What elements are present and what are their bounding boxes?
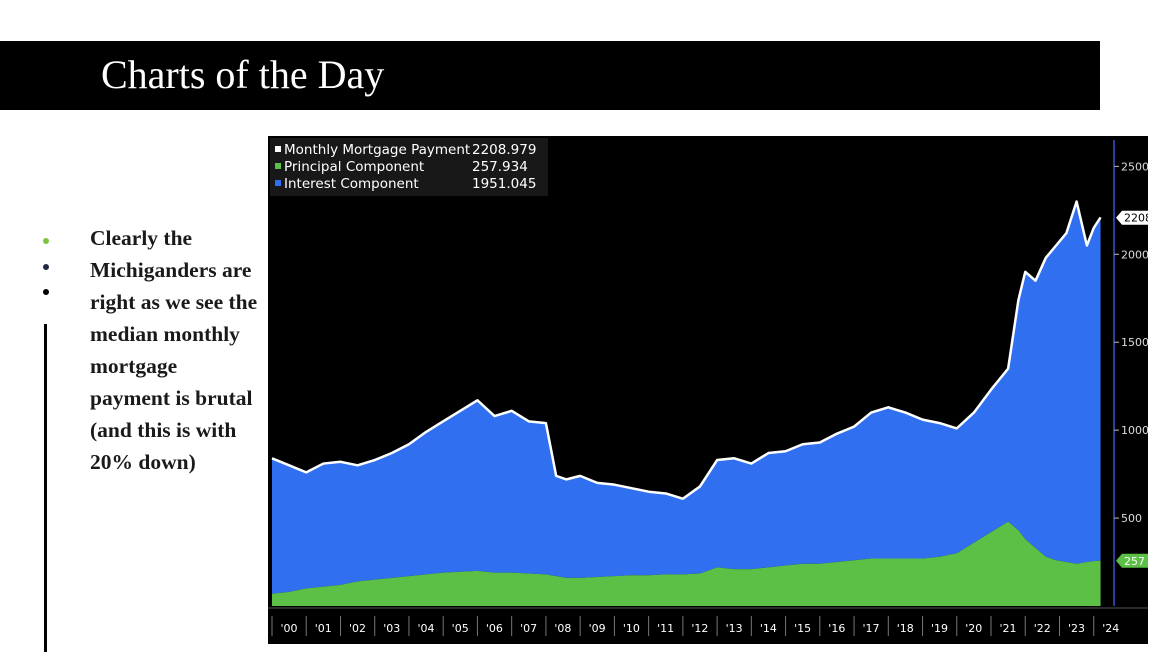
legend-swatch (275, 163, 281, 169)
x-tick-label: '10 (623, 622, 640, 635)
y-tick-label: 500 (1121, 512, 1142, 525)
y-tick-label: 2000 (1121, 248, 1148, 261)
x-axis-bar (268, 606, 1148, 644)
x-tick-label: '20 (965, 622, 982, 635)
legend-value: 1951.045 (472, 176, 536, 192)
x-tick-label: '16 (828, 622, 845, 635)
legend-label: Monthly Mortgage Payment (284, 142, 470, 158)
principal-value-tag (1116, 553, 1148, 568)
x-tick-label: '14 (760, 622, 777, 635)
bullet-dot-2 (43, 264, 49, 270)
y-tick-label: 1000 (1121, 424, 1148, 437)
x-tick-label: '13 (726, 622, 743, 635)
x-tick-label: '06 (486, 622, 503, 635)
chart-svg: '00 '01 '02 '03 '04 '05 '06 '07 '08 '09 '10 '11 '12 '… (268, 136, 1148, 644)
divider-line (44, 324, 47, 652)
total-value-tag (1116, 210, 1148, 225)
x-tick-label: '21 (999, 622, 1016, 635)
x-tick-label: '19 (931, 622, 948, 635)
principal-value-label: 257 (1124, 555, 1145, 568)
x-tick-label: '15 (794, 622, 811, 635)
legend-label: Principal Component (284, 159, 424, 175)
legend-box (270, 138, 548, 196)
legend-value: 257.934 (472, 159, 528, 175)
x-tick-label: '12 (691, 622, 708, 635)
x-tick-label: '01 (315, 622, 332, 635)
x-tick-label: '05 (452, 622, 469, 635)
x-tick-label: '09 (589, 622, 606, 635)
x-tick-label: '24 (1102, 622, 1119, 635)
interest-area (272, 201, 1101, 594)
x-tick-label: '23 (1068, 622, 1085, 635)
title-bar: Charts of the Day (0, 41, 1100, 110)
x-tick-label: '22 (1034, 622, 1051, 635)
x-tick-label: '17 (863, 622, 880, 635)
chart: '00 '01 '02 '03 '04 '05 '06 '07 '08 '09 '10 '11 '12 '… (268, 136, 1148, 644)
x-tick-label: '07 (520, 622, 537, 635)
x-tick-label: '11 (657, 622, 674, 635)
y-tick-label: 1500 (1121, 336, 1148, 349)
legend-swatch (275, 180, 281, 186)
commentary-text: Clearly the Michiganders are right as we… (90, 226, 258, 474)
legend-value: 2208.979 (472, 142, 536, 158)
payment-line (271, 200, 1102, 500)
legend-swatch (275, 146, 281, 152)
principal-area (272, 521, 1101, 606)
bullet-dot-3 (43, 289, 49, 295)
x-tick-label: '03 (383, 622, 400, 635)
x-tick-label: '18 (897, 622, 914, 635)
y-tick-label: 2500 (1121, 160, 1148, 173)
x-tick-label: '00 (280, 622, 297, 635)
bullet-dot-1 (43, 238, 49, 244)
x-tick-label: '02 (349, 622, 366, 635)
page-title: Charts of the Day (101, 52, 385, 97)
x-tick-label: '04 (417, 622, 434, 635)
total-value-label: 2208 (1124, 212, 1148, 225)
legend-label: Interest Component (284, 176, 419, 192)
x-tick-label: '08 (554, 622, 571, 635)
